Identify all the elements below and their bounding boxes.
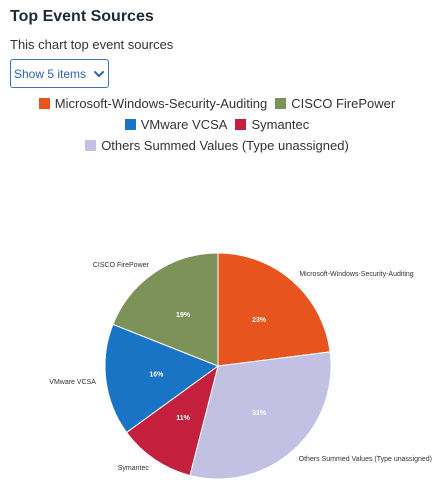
slice-category-label: VMware VCSA [49, 379, 96, 386]
legend-item[interactable]: Others Summed Values (Type unassigned) [85, 138, 349, 153]
legend-label: Others Summed Values (Type unassigned) [101, 138, 349, 153]
legend-row: Microsoft-Windows-Security-Auditing CISCO… [0, 93, 434, 114]
slice-percent-label: 31% [252, 410, 267, 417]
legend-swatch [38, 98, 50, 109]
chart-subtitle: This chart top event sources [10, 37, 174, 52]
legend-item[interactable]: CISCO FirePower [275, 96, 395, 111]
legend-item[interactable]: Microsoft-Windows-Security-Auditing [38, 96, 268, 111]
legend-row: Others Summed Values (Type unassigned) [0, 135, 434, 156]
pie-slice[interactable] [217, 252, 331, 367]
slice-percent-label: 16% [149, 371, 164, 378]
legend-label: VMware VCSA [140, 117, 228, 132]
pie-slice[interactable] [112, 252, 219, 367]
legend-swatch [124, 119, 136, 130]
legend-label: CISCO FirePower [291, 96, 396, 111]
legend-label: Symantec [251, 117, 310, 132]
legend-label: Microsoft-Windows-Security-Auditing [54, 96, 268, 111]
pie-slice[interactable] [125, 364, 219, 477]
legend-swatch [235, 119, 247, 130]
pie-slice[interactable] [104, 323, 220, 434]
legend-row: VMware VCSA Symantec [0, 114, 434, 135]
chart-legend: Microsoft-Windows-Security-Auditing CISCO… [0, 93, 434, 156]
legend-item[interactable]: VMware VCSA [124, 117, 228, 132]
legend-swatch [275, 98, 287, 109]
slice-category-label: Others Summed Values (Type unassigned) [299, 456, 432, 463]
show-items-dropdown[interactable]: Show 5 items [10, 59, 109, 88]
slice-category-label: CISCO FirePower [93, 262, 150, 269]
legend-item[interactable]: Symantec [235, 117, 309, 132]
show-items-label: Show 5 items [13, 66, 87, 81]
slice-percent-label: 23% [252, 317, 267, 324]
chart-title: Top Event Sources [10, 8, 154, 25]
pie-slice[interactable] [189, 351, 332, 480]
legend-swatch [85, 140, 97, 151]
slice-percent-label: 11% [176, 415, 190, 422]
chevron-down-icon [94, 70, 105, 77]
slice-category-label: Microsoft-Windows-Security-Auditing [299, 271, 413, 278]
slice-category-label: Symantec [118, 465, 150, 472]
slice-percent-label: 19% [176, 312, 191, 319]
